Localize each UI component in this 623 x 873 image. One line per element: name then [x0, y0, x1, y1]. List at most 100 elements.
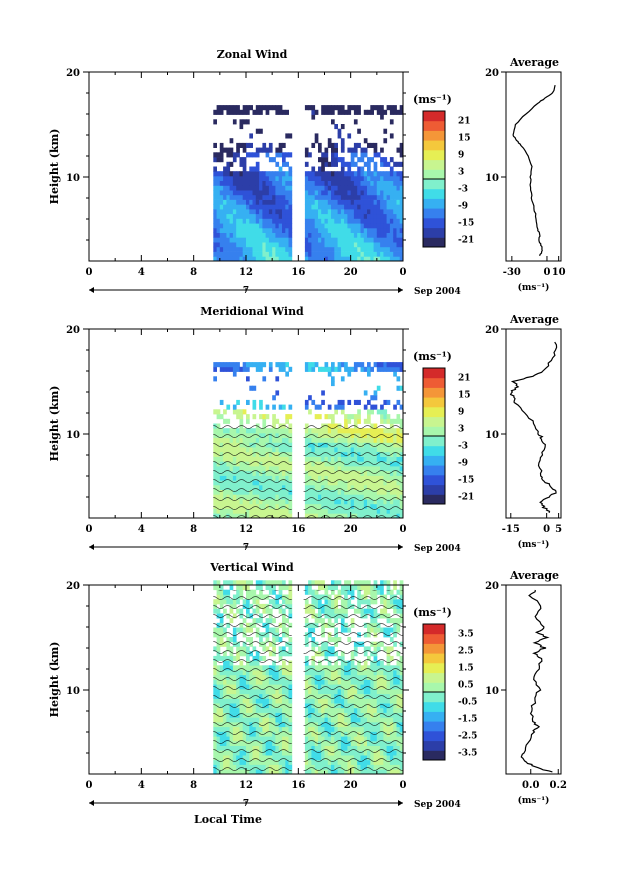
heatmap-cell: [344, 185, 348, 191]
day-label: 7: [243, 799, 249, 809]
heatmap-cell: [242, 251, 247, 257]
heatmap-cell: [229, 232, 234, 238]
y-axis-label: Height (km): [48, 642, 61, 718]
heatmap-cell: [246, 256, 250, 262]
heatmap-cell: [399, 366, 404, 372]
heatmap-cell: [331, 185, 335, 191]
heatmap-cell: [360, 190, 365, 196]
heatmap-cell: [327, 138, 332, 144]
heatmap-cell: [232, 409, 237, 415]
heatmap-cell: [255, 366, 260, 372]
heatmap-cell: [282, 194, 286, 200]
heatmap-cell: [213, 209, 217, 215]
heatmap-cell: [386, 414, 391, 420]
heatmap-cell: [308, 204, 312, 210]
colorbar-tick-label: 0.5: [458, 681, 474, 691]
heatmap-cell: [275, 109, 280, 115]
heatmap-cell: [282, 404, 286, 410]
heatmap-cell: [246, 232, 250, 238]
heatmap-cell: [334, 185, 338, 191]
heatmap-cell: [255, 194, 260, 200]
heatmap-cell: [386, 180, 391, 186]
heatmap-cell: [360, 157, 365, 163]
heatmap-cell: [324, 199, 329, 205]
heatmap-cell: [321, 166, 325, 172]
heatmap-cell: [213, 246, 217, 252]
heatmap-cell: [340, 251, 345, 257]
heatmap-cell: [363, 404, 368, 410]
heatmap-cell: [239, 194, 244, 200]
heatmap-cell: [311, 399, 316, 405]
heatmap-cell: [380, 171, 384, 177]
heatmap-cell: [380, 114, 384, 120]
heatmap-cell: [324, 161, 329, 167]
heatmap-cell: [232, 190, 237, 196]
heatmap-cell: [337, 242, 342, 248]
heatmap-cell: [219, 218, 224, 224]
heatmap-cell: [399, 237, 404, 243]
heatmap-cell: [314, 414, 319, 420]
heatmap-cell: [216, 246, 221, 252]
heatmap-cell: [337, 237, 342, 243]
heatmap-cell: [282, 157, 286, 163]
heatmap-cell: [282, 180, 286, 186]
heatmap-cell: [393, 404, 397, 410]
heatmap-cell: [389, 242, 394, 248]
heatmap-cell: [308, 362, 312, 368]
heatmap-cell: [239, 185, 244, 191]
heatmap-cell: [360, 237, 365, 243]
heatmap-field: [213, 105, 404, 262]
heatmap-cell: [389, 418, 394, 424]
heatmap-cell: [347, 180, 352, 186]
heatmap-cell: [226, 171, 231, 177]
heatmap-cell: [340, 190, 345, 196]
heatmap-cell: [367, 190, 371, 196]
heatmap-cell: [265, 585, 270, 591]
heatmap-cell: [399, 204, 404, 210]
heatmap-cell: [308, 227, 312, 233]
heatmap-cell: [327, 109, 332, 115]
heatmap-cell: [246, 190, 250, 196]
heatmap-cell: [357, 209, 361, 215]
heatmap-cell: [268, 142, 273, 148]
heatmap-cell: [252, 166, 257, 172]
heatmap-cell: [226, 194, 231, 200]
heatmap-cell: [275, 390, 280, 396]
heatmap-cell: [340, 227, 345, 233]
heatmap-cell: [216, 185, 221, 191]
heatmap-cell: [265, 580, 270, 586]
heatmap-cell: [386, 223, 391, 229]
heatmap-cell: [360, 362, 365, 368]
heatmap-cell: [334, 142, 338, 148]
heatmap-cell: [275, 376, 280, 382]
heatmap-cell: [242, 237, 247, 243]
heatmap-cell: [376, 232, 381, 238]
heatmap-cell: [344, 161, 348, 167]
heatmap-cell: [255, 147, 260, 153]
heatmap-cell: [399, 232, 404, 238]
x-tick-label: 0: [86, 524, 93, 535]
heatmap-cell: [308, 180, 312, 186]
heatmap-cell: [340, 242, 345, 248]
heatmap-cell: [321, 209, 325, 215]
date-label: Sep 2004: [414, 287, 461, 297]
heatmap-cell: [337, 256, 342, 262]
heatmap-cell: [265, 232, 270, 238]
heatmap-cell: [370, 237, 374, 243]
heatmap-cell: [367, 232, 371, 238]
heatmap-cell: [259, 404, 263, 410]
heatmap-cell: [232, 171, 237, 177]
heatmap-cell: [311, 190, 316, 196]
heatmap-cell: [347, 175, 352, 181]
heatmap-cell: [399, 362, 404, 368]
heatmap-cell: [347, 213, 352, 219]
heatmap-cell: [226, 147, 231, 153]
heatmap-cell: [249, 199, 253, 205]
heatmap-cell: [272, 204, 276, 210]
heatmap-cell: [367, 171, 371, 177]
x-tick-label: 0: [400, 524, 407, 535]
heatmap-cell: [357, 213, 361, 219]
heatmap-cell: [396, 251, 401, 257]
heatmap-cell: [285, 414, 289, 420]
heatmap-cell: [229, 366, 234, 372]
